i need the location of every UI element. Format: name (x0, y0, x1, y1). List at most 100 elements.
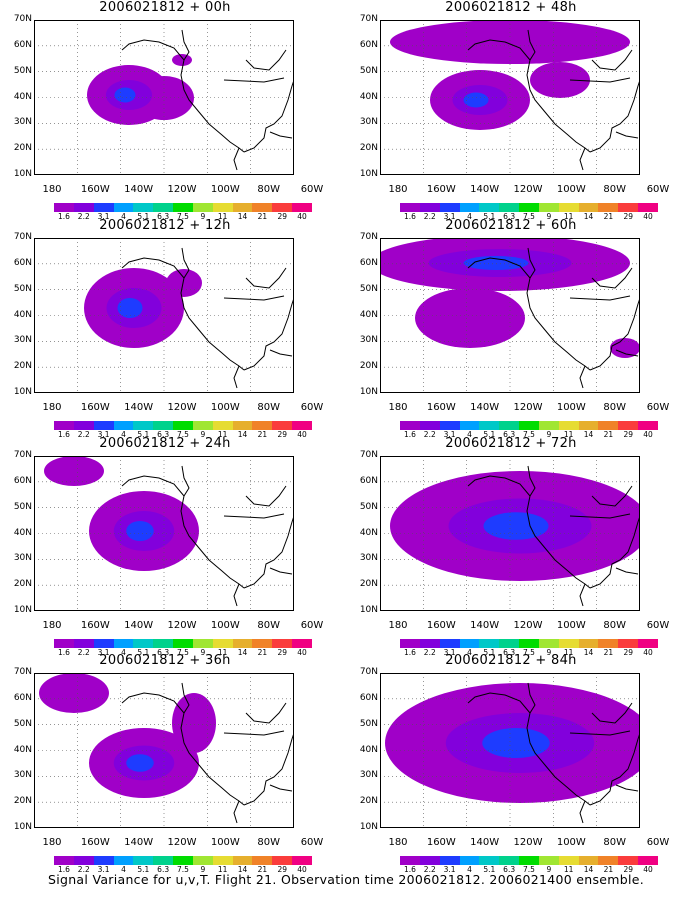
colorbar-label: 40 (297, 648, 307, 657)
colorbar-swatch (578, 421, 599, 430)
colorbar-swatch (232, 203, 253, 212)
map-plot (34, 673, 294, 828)
longitude-label: 60W (646, 184, 670, 195)
longitude-label: 120W (513, 837, 543, 848)
colorbar-swatch (459, 421, 480, 430)
colorbar-label: 14 (237, 648, 248, 657)
longitude-label: 180 (42, 402, 62, 413)
colorbar-swatch (93, 203, 114, 212)
colorbar-swatch (479, 856, 500, 865)
colorbar-swatch (558, 639, 579, 648)
latitude-label: 70N (359, 232, 378, 242)
colorbar-label: 4 (121, 430, 126, 439)
longitude-label: 120W (167, 402, 197, 413)
colorbar-label: 9 (546, 865, 552, 874)
colorbar (54, 203, 312, 212)
variance-region (134, 76, 194, 120)
map-frame (34, 20, 294, 175)
colorbar-label: 40 (297, 212, 307, 221)
colorbar-label: 11 (217, 430, 228, 439)
colorbar-label: 29 (277, 430, 287, 439)
longitude-label: 140W (470, 184, 500, 195)
colorbar-swatch (252, 639, 273, 648)
coastline (121, 247, 294, 389)
latitude-label: 30N (359, 553, 378, 564)
colorbar-label: 11 (563, 212, 574, 221)
colorbar-swatch (292, 421, 312, 430)
longitude-label: 120W (167, 837, 197, 848)
map-plot (380, 673, 640, 828)
coastline (121, 29, 294, 171)
colorbar-label: 3.1 (443, 865, 456, 874)
longitude-label: 160W (426, 837, 456, 848)
colorbar-swatch (439, 203, 460, 212)
longitude-label: 80W (603, 620, 626, 631)
colorbar-swatch (519, 203, 539, 212)
latitude-label: 10N (359, 822, 378, 832)
longitude-label: 140W (124, 837, 154, 848)
longitude-label: 60W (300, 402, 324, 413)
colorbar-label: 2.2 (77, 430, 90, 439)
colorbar-swatch (499, 421, 520, 430)
latitude-label: 10N (13, 169, 32, 179)
colorbar-swatch (54, 203, 74, 212)
longitude-label: 80W (603, 837, 626, 848)
latitude-label: 50N (13, 718, 32, 729)
colorbar-swatch (638, 856, 658, 865)
colorbar-label: 29 (277, 212, 287, 221)
colorbar-swatch (192, 203, 213, 212)
colorbar-label: 14 (583, 648, 594, 657)
colorbar-swatch (252, 421, 273, 430)
colorbar-swatch (212, 421, 233, 430)
colorbar-label: 21 (257, 865, 268, 874)
colorbar-swatch (519, 856, 539, 865)
colorbar-swatch (113, 421, 134, 430)
map-panel: 2006021812 + 84h 70N 60N 50N 40N 30N 20N 10N 180… (346, 653, 686, 874)
colorbar-swatch (232, 639, 253, 648)
variance-peak (126, 521, 154, 541)
colorbar-label: 14 (237, 430, 248, 439)
longitude-label: 120W (167, 620, 197, 631)
colorbar-label: 9 (200, 212, 206, 221)
colorbar-swatch (400, 639, 420, 648)
coastline (121, 465, 294, 607)
colorbar-swatch (459, 639, 480, 648)
colorbar-label: 6.3 (157, 648, 170, 657)
colorbar-label: 29 (623, 865, 633, 874)
variance-region (39, 673, 109, 713)
latitude-label: 70N (13, 667, 32, 677)
variance-region (415, 288, 525, 348)
colorbar-swatch (439, 639, 460, 648)
colorbar-label: 1.6 (57, 430, 70, 439)
colorbar-label: 11 (563, 865, 574, 874)
colorbar-swatch (153, 203, 174, 212)
colorbar-swatch (618, 421, 639, 430)
longitude-label: 100W (556, 620, 586, 631)
colorbar-label: 3.1 (443, 212, 456, 221)
colorbar-label: 3.1 (97, 212, 110, 221)
longitude-label: 140W (124, 184, 154, 195)
longitude-label: 100W (210, 837, 240, 848)
longitude-label: 120W (167, 184, 197, 195)
map-panel: 2006021812 + 60h 70N 60N 50N 40N 30N 20N 10N 180… (346, 218, 686, 439)
colorbar-swatch (252, 203, 273, 212)
colorbar-label: 4 (121, 648, 126, 657)
latitude-label: 20N (359, 361, 378, 372)
colorbar-swatch (400, 421, 420, 430)
colorbar-swatch (479, 203, 500, 212)
colorbar-label: 9 (546, 212, 552, 221)
colorbar-swatch (133, 856, 154, 865)
colorbar-swatch (93, 421, 114, 430)
latitude-label: 10N (359, 387, 378, 397)
map-frame (34, 456, 294, 611)
longitude-label: 60W (300, 184, 324, 195)
latitude-label: 60N (13, 39, 32, 50)
colorbar-swatch (232, 421, 253, 430)
latitude-label: 40N (359, 91, 378, 102)
colorbar-label: 11 (563, 648, 574, 657)
latitude-label: 50N (359, 283, 378, 294)
colorbar-swatch (598, 421, 619, 430)
longitude-label: 140W (470, 837, 500, 848)
map-panel: 2006021812 + 00h 70N 60N 50N 40N 30N 20N 10N 180… (0, 0, 340, 221)
colorbar-swatch (578, 856, 599, 865)
